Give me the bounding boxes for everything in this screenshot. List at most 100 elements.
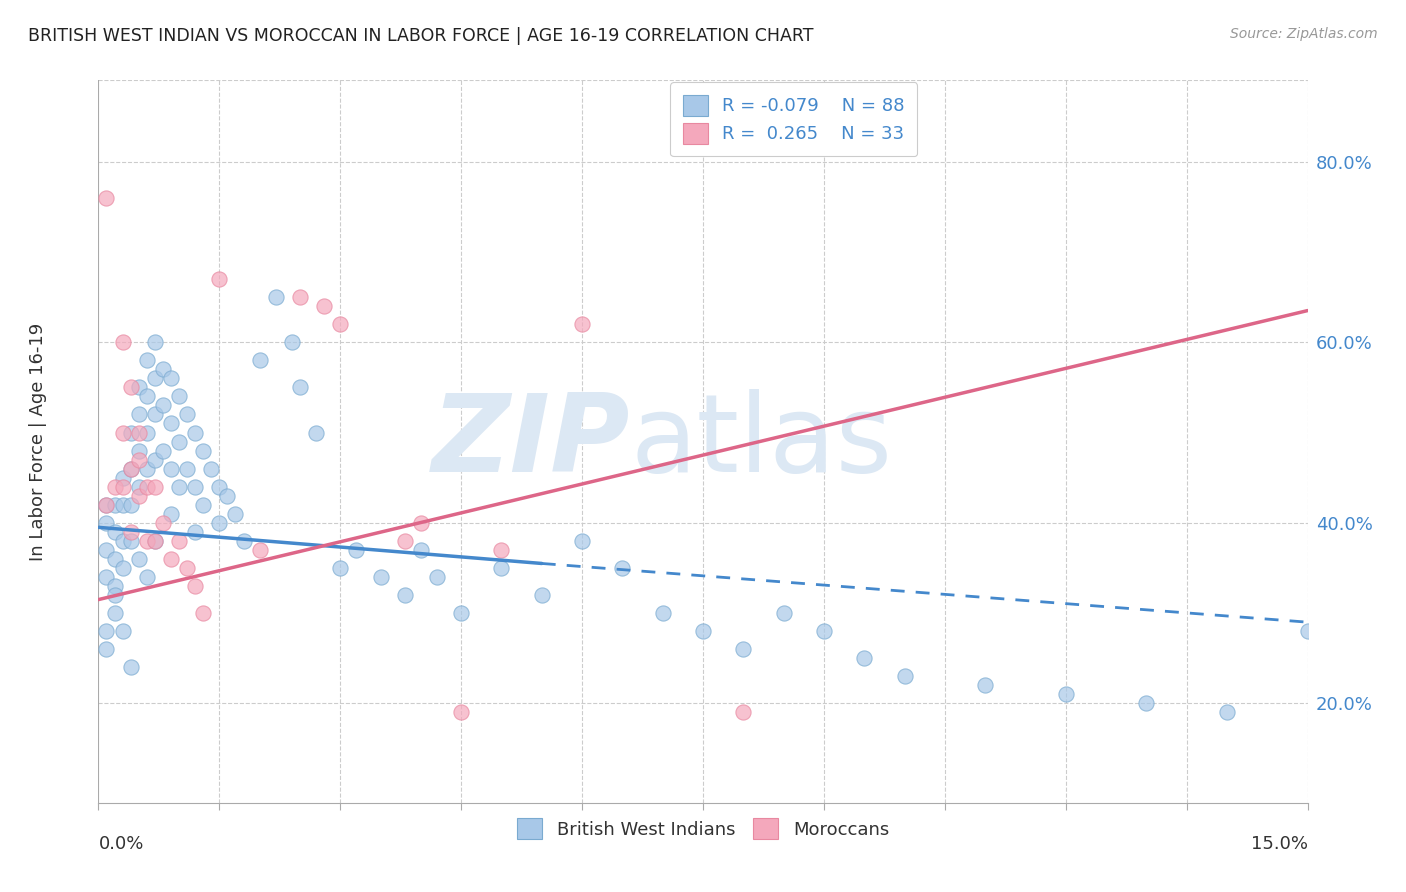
Legend: British West Indians, Moroccans: British West Indians, Moroccans xyxy=(508,809,898,848)
Point xyxy=(160,552,183,566)
Point xyxy=(111,624,134,639)
Text: In Labor Force | Age 16-19: In Labor Force | Age 16-19 xyxy=(30,322,46,561)
Point xyxy=(96,191,118,205)
Point xyxy=(409,516,432,530)
Point xyxy=(394,533,416,548)
Point xyxy=(1054,687,1077,701)
Point xyxy=(692,624,714,639)
Point xyxy=(394,588,416,602)
Point xyxy=(232,533,254,548)
Point xyxy=(135,389,157,403)
Point xyxy=(120,380,142,394)
Point xyxy=(160,461,183,475)
Point xyxy=(450,706,472,720)
Point xyxy=(128,480,150,494)
Point xyxy=(120,524,142,539)
Point xyxy=(128,408,150,422)
Point xyxy=(128,443,150,458)
Point xyxy=(111,470,134,484)
Point xyxy=(176,461,198,475)
Point xyxy=(120,425,142,440)
Point xyxy=(813,624,835,639)
Point xyxy=(103,480,125,494)
Point xyxy=(176,408,198,422)
Point xyxy=(103,498,125,512)
Point xyxy=(974,678,997,692)
Point xyxy=(160,417,183,431)
Point xyxy=(200,461,222,475)
Point xyxy=(135,570,157,584)
Point xyxy=(135,533,157,548)
Text: Source: ZipAtlas.com: Source: ZipAtlas.com xyxy=(1230,27,1378,41)
Point xyxy=(160,507,183,521)
Point xyxy=(128,452,150,467)
Point xyxy=(103,606,125,620)
Point xyxy=(491,561,513,575)
Point xyxy=(143,408,166,422)
Point xyxy=(571,533,593,548)
Text: 0.0%: 0.0% xyxy=(98,835,143,854)
Point xyxy=(305,425,328,440)
Point xyxy=(143,335,166,350)
Point xyxy=(853,651,876,665)
Point xyxy=(344,542,367,557)
Point xyxy=(281,335,304,350)
Point xyxy=(224,507,246,521)
Point xyxy=(329,561,352,575)
Point xyxy=(426,570,449,584)
Text: 15.0%: 15.0% xyxy=(1250,835,1308,854)
Point xyxy=(193,443,215,458)
Point xyxy=(103,524,125,539)
Point xyxy=(128,489,150,503)
Point xyxy=(167,389,190,403)
Point xyxy=(135,425,157,440)
Text: BRITISH WEST INDIAN VS MOROCCAN IN LABOR FORCE | AGE 16-19 CORRELATION CHART: BRITISH WEST INDIAN VS MOROCCAN IN LABOR… xyxy=(28,27,814,45)
Point xyxy=(167,533,190,548)
Point xyxy=(893,669,915,683)
Point xyxy=(135,353,157,368)
Point xyxy=(143,533,166,548)
Point xyxy=(370,570,392,584)
Point xyxy=(120,533,142,548)
Point xyxy=(128,552,150,566)
Point xyxy=(184,579,207,593)
Point xyxy=(530,588,553,602)
Point xyxy=(167,480,190,494)
Point xyxy=(288,380,311,394)
Point xyxy=(176,561,198,575)
Point xyxy=(111,533,134,548)
Point xyxy=(120,461,142,475)
Point xyxy=(208,272,231,286)
Point xyxy=(733,706,755,720)
Point xyxy=(193,498,215,512)
Point xyxy=(167,434,190,449)
Point xyxy=(152,443,174,458)
Point xyxy=(450,606,472,620)
Point xyxy=(329,317,352,331)
Point xyxy=(143,371,166,385)
Point xyxy=(651,606,673,620)
Point xyxy=(314,299,336,313)
Point xyxy=(96,624,118,639)
Point xyxy=(184,480,207,494)
Point xyxy=(1135,697,1157,711)
Point xyxy=(409,542,432,557)
Point xyxy=(208,480,231,494)
Point xyxy=(128,425,150,440)
Point xyxy=(612,561,634,575)
Point xyxy=(120,660,142,674)
Point xyxy=(772,606,794,620)
Point xyxy=(96,516,118,530)
Point xyxy=(1296,624,1319,639)
Point xyxy=(111,425,134,440)
Text: atlas: atlas xyxy=(630,389,893,494)
Point xyxy=(135,461,157,475)
Point xyxy=(120,461,142,475)
Point xyxy=(184,425,207,440)
Point xyxy=(264,290,287,304)
Point xyxy=(143,480,166,494)
Point xyxy=(96,570,118,584)
Point xyxy=(184,524,207,539)
Point xyxy=(143,533,166,548)
Point xyxy=(160,371,183,385)
